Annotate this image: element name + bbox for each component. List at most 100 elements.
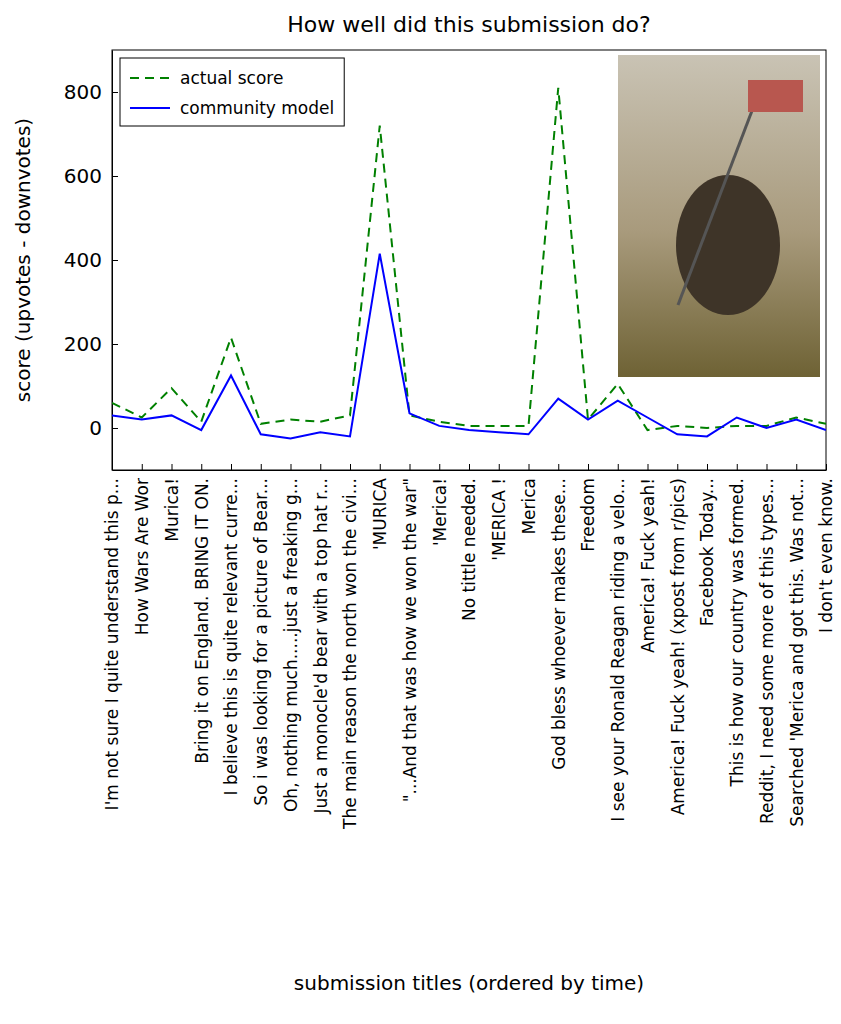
x-tick-label: America! Fuck yeah! (638, 478, 658, 653)
x-tick-mark (767, 464, 768, 470)
series-line (112, 254, 826, 439)
y-axis: 0 200 400 600 800 (64, 51, 118, 471)
series-line (112, 88, 826, 430)
x-tick-mark (648, 464, 649, 470)
y-tick-label: 800 (64, 80, 102, 104)
x-tick-mark (261, 464, 262, 470)
x-tick: This is how our country was formed. (727, 464, 747, 787)
x-tick: Bring it on England. BRING IT ON. (192, 464, 212, 764)
y-tick: 400 (64, 248, 118, 272)
y-tick-label: 600 (64, 164, 102, 188)
x-tick-label: 'MURICA (370, 478, 390, 550)
x-tick-mark (618, 464, 619, 470)
x-tick-mark (320, 464, 321, 470)
y-tick: 800 (64, 80, 118, 104)
x-tick-label: Bring it on England. BRING IT ON. (192, 478, 212, 764)
x-tick: Freedom (578, 464, 598, 552)
x-tick: 'Merica! (430, 464, 450, 546)
x-tick: I believe this is quite relevant curre..… (221, 464, 241, 795)
x-tick-label: I see your Ronald Reagan riding a velo..… (608, 478, 628, 822)
x-tick-mark (558, 464, 559, 470)
x-tick: 'MERICA ! (489, 464, 509, 561)
x-tick-mark (796, 464, 797, 470)
x-tick-mark (350, 464, 351, 470)
y-tick-mark (112, 260, 118, 261)
x-axis: I'm not sure I quite understand this p..… (102, 464, 836, 830)
x-tick-label: Just a monocle'd bear with a top hat r..… (311, 478, 331, 815)
x-tick-label: No tittle needed. (459, 478, 479, 621)
x-tick-mark (410, 464, 411, 470)
y-tick-mark (112, 176, 118, 177)
x-tick-mark (529, 464, 530, 470)
x-tick-mark (707, 464, 708, 470)
legend-box (120, 58, 344, 126)
chart-title: How well did this submission do? (287, 12, 650, 37)
y-axis-title: score (upvotes - downvotes) (11, 118, 35, 402)
x-tick: The main reason the north won the civi..… (340, 464, 360, 830)
x-tick-label: I don't even know. (816, 478, 836, 633)
plot-area: 0 200 400 600 800 I'm not sure I quite unders… (64, 50, 837, 830)
x-tick-mark (469, 464, 470, 470)
x-tick: Reddit, I need some more of this types..… (757, 464, 777, 824)
y-tick: 200 (64, 332, 118, 356)
y-tick-label: 0 (89, 416, 102, 440)
legend-swatch (130, 77, 170, 79)
x-tick: No tittle needed. (459, 464, 479, 621)
x-tick: Searched 'Merica and got this. Was not..… (787, 464, 807, 827)
x-tick-label: I believe this is quite relevant curre..… (221, 478, 241, 795)
plot-frame (112, 50, 826, 470)
x-axis-title: submission titles (ordered by time) (294, 971, 644, 995)
x-tick-mark (380, 464, 381, 470)
inset-flag (748, 80, 803, 112)
y-tick-label: 400 (64, 248, 102, 272)
inset-figure (676, 175, 780, 315)
x-tick-label: I'm not sure I quite understand this p..… (102, 478, 122, 810)
x-tick-mark (172, 464, 173, 470)
legend: actual score community model (120, 58, 344, 126)
x-tick-label: This is how our country was formed. (727, 478, 747, 787)
x-tick: Merica (519, 464, 539, 535)
x-tick-mark (291, 464, 292, 470)
x-tick-mark (439, 464, 440, 470)
x-tick-mark (142, 464, 143, 470)
chart-svg: 0 200 400 600 800 I'm not sure I quite unders… (0, 0, 841, 1024)
x-tick-label: Facebook Today... (697, 478, 717, 626)
x-tick: God bless whoever makes these... (549, 464, 569, 770)
x-tick-label: Searched 'Merica and got this. Was not..… (787, 478, 807, 827)
x-tick-label: Oh, nothing much.....just a freaking g..… (281, 478, 301, 812)
y-tick-mark (112, 344, 118, 345)
x-tick-mark (588, 464, 589, 470)
x-tick: How Wars Are Wor (132, 464, 152, 635)
x-tick-label: "...And that was how we won the war" (400, 478, 420, 802)
x-tick: America! Fuck yeah! (638, 464, 658, 653)
x-tick: Murica! (162, 464, 182, 542)
x-tick-label: Merica (519, 478, 539, 535)
y-tick: 0 (89, 416, 118, 440)
inset-background (618, 55, 820, 377)
x-tick-label: So i was looking for a picture of Bear..… (251, 478, 271, 806)
x-tick-label: How Wars Are Wor (132, 478, 152, 635)
x-tick: I don't even know. (816, 464, 836, 633)
x-tick-mark (231, 464, 232, 470)
x-tick: "...And that was how we won the war" (400, 464, 420, 802)
x-tick-label: Freedom (578, 478, 598, 552)
x-tick: I see your Ronald Reagan riding a velo..… (608, 464, 628, 822)
x-tick-label: God bless whoever makes these... (549, 478, 569, 770)
x-tick-mark (201, 464, 202, 470)
legend-label: community model (180, 98, 334, 118)
x-tick: Facebook Today... (697, 464, 717, 626)
y-tick-label: 200 (64, 332, 102, 356)
x-tick: So i was looking for a picture of Bear..… (251, 464, 271, 806)
x-tick-label: 'Merica! (430, 478, 450, 546)
x-tick-label: America! Fuck yeah! (xpost from r/pics) (668, 478, 688, 815)
x-tick: Just a monocle'd bear with a top hat r..… (311, 464, 331, 815)
inset-pole (678, 95, 758, 305)
lines-group (112, 88, 826, 439)
y-tick: 600 (64, 164, 118, 188)
legend-swatch (130, 107, 170, 109)
x-tick: America! Fuck yeah! (xpost from r/pics) (668, 464, 688, 815)
x-tick: I'm not sure I quite understand this p..… (102, 464, 122, 810)
inset-picture (618, 55, 820, 377)
legend-label: actual score (180, 68, 283, 88)
x-tick-mark (499, 464, 500, 470)
